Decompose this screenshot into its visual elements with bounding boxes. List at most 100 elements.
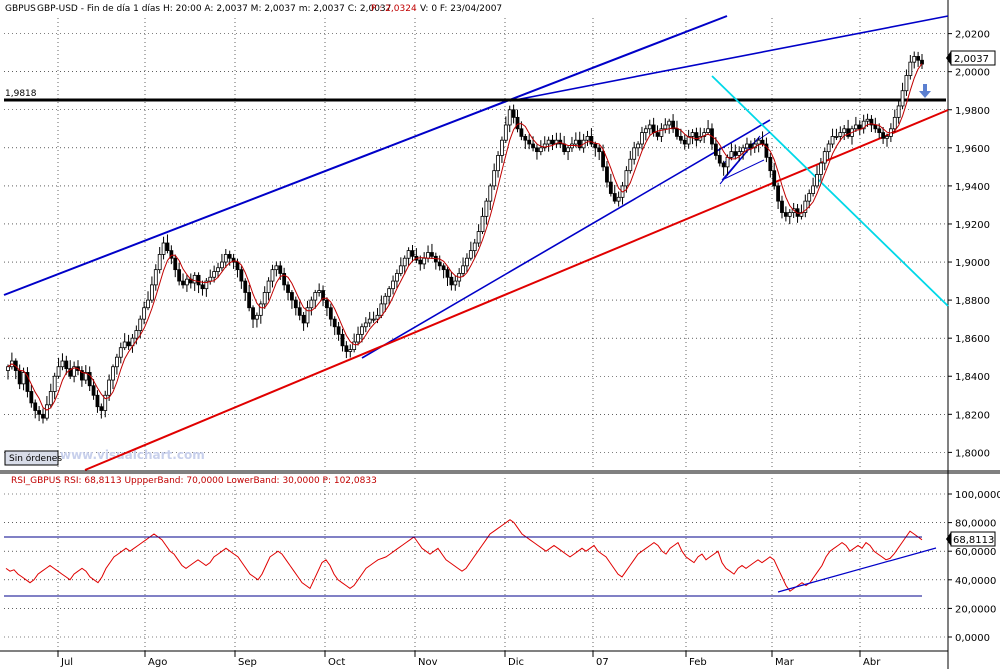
candle-body bbox=[445, 269, 450, 278]
candle-body bbox=[150, 284, 154, 301]
candle-body bbox=[488, 185, 493, 202]
candle-body bbox=[422, 257, 427, 265]
candle-body bbox=[363, 322, 368, 328]
candle-body bbox=[768, 156, 773, 172]
candle-body bbox=[834, 136, 839, 138]
candle-body bbox=[387, 288, 392, 297]
candle-body bbox=[118, 347, 123, 358]
candle-body bbox=[91, 385, 96, 396]
candle-body bbox=[161, 242, 166, 255]
candle-body bbox=[838, 132, 843, 137]
candle-body bbox=[842, 128, 847, 133]
candle-body bbox=[682, 139, 687, 145]
candle-body bbox=[270, 269, 275, 282]
candle-body bbox=[729, 151, 734, 158]
candle-body bbox=[535, 147, 539, 153]
sin-ordenes-button[interactable]: Sin órdenes bbox=[4, 450, 62, 466]
candle-body bbox=[79, 370, 84, 381]
candle-body bbox=[916, 56, 921, 61]
candle-body bbox=[787, 212, 792, 217]
candle-body bbox=[426, 252, 430, 259]
candle-body bbox=[550, 139, 555, 145]
candle-body bbox=[737, 151, 742, 156]
candle-body bbox=[877, 128, 882, 133]
candle-body bbox=[745, 143, 749, 149]
candle-body bbox=[608, 181, 613, 194]
candle-body bbox=[643, 128, 648, 133]
rsi-tick-label: 40,0000 bbox=[955, 576, 996, 587]
candle-body bbox=[216, 267, 220, 272]
candle-body bbox=[356, 333, 360, 343]
candle-body bbox=[822, 151, 827, 164]
candle-body bbox=[223, 254, 228, 263]
candle-body bbox=[157, 254, 162, 271]
rsi-tick-label: 80,0000 bbox=[955, 519, 996, 530]
candle-body bbox=[410, 250, 415, 257]
candle-body bbox=[496, 155, 500, 172]
month-label: 07 bbox=[596, 657, 609, 668]
candle-body bbox=[900, 90, 905, 107]
candle-body bbox=[371, 318, 376, 321]
candle-body bbox=[597, 147, 602, 153]
candle-body bbox=[538, 147, 543, 153]
candle-body bbox=[235, 261, 240, 271]
candle-body bbox=[573, 139, 578, 145]
candle-body bbox=[663, 124, 668, 130]
candle-body bbox=[258, 303, 263, 316]
rsi-grid bbox=[4, 478, 948, 651]
candle-body bbox=[173, 257, 178, 271]
rsi-line bbox=[5, 519, 923, 592]
candle-body bbox=[255, 314, 259, 320]
candle-body bbox=[881, 132, 886, 139]
candle-body bbox=[756, 139, 761, 145]
candle-body bbox=[227, 254, 232, 259]
candle-body bbox=[297, 307, 302, 316]
candle-body bbox=[383, 295, 388, 305]
rsi-tick-label: 100,0000 bbox=[955, 490, 1000, 501]
candle-body bbox=[896, 105, 901, 118]
price-tick-label: 2,0000 bbox=[955, 68, 990, 79]
candle-body bbox=[616, 196, 621, 202]
candle-body bbox=[803, 200, 808, 213]
candle-body bbox=[861, 120, 866, 130]
candle-body bbox=[153, 269, 158, 286]
triangle-pattern bbox=[719, 135, 765, 185]
month-label: Nov bbox=[418, 657, 438, 668]
last-price-marker: 2,0037 bbox=[946, 50, 996, 66]
candle-body bbox=[52, 375, 57, 392]
candle-body bbox=[908, 61, 913, 76]
candle-body bbox=[601, 151, 605, 168]
candle-body bbox=[585, 136, 590, 141]
candle-body bbox=[37, 410, 42, 415]
candle-body bbox=[134, 330, 139, 339]
candle-body bbox=[196, 274, 201, 286]
candle-body bbox=[212, 271, 217, 278]
candle-body bbox=[126, 341, 131, 347]
candle-body bbox=[480, 215, 485, 232]
candle-body bbox=[640, 132, 644, 145]
price-tick-label: 2,0200 bbox=[955, 30, 990, 41]
candle-body bbox=[441, 265, 446, 271]
candle-body bbox=[904, 75, 909, 92]
candle-body bbox=[293, 299, 298, 309]
candle-body bbox=[484, 200, 489, 217]
candle-body bbox=[885, 136, 889, 139]
candle-body bbox=[266, 280, 271, 293]
rsi-tick-label: 0,0000 bbox=[955, 633, 990, 644]
candle-body bbox=[208, 276, 213, 282]
candle-body bbox=[577, 139, 582, 149]
candle-body bbox=[122, 341, 127, 349]
candle-body bbox=[309, 299, 314, 309]
price-tick-label: 1,9400 bbox=[955, 182, 990, 193]
candle-body bbox=[589, 136, 594, 145]
candle-body bbox=[912, 56, 917, 63]
candle-body bbox=[651, 124, 656, 133]
candle-body bbox=[192, 274, 197, 284]
candle-body bbox=[243, 280, 248, 293]
candle-body bbox=[519, 128, 524, 137]
candle-body bbox=[920, 59, 924, 65]
candle-body bbox=[290, 292, 294, 301]
candle-body bbox=[430, 252, 434, 257]
price-tick-label: 1,9800 bbox=[955, 106, 990, 117]
